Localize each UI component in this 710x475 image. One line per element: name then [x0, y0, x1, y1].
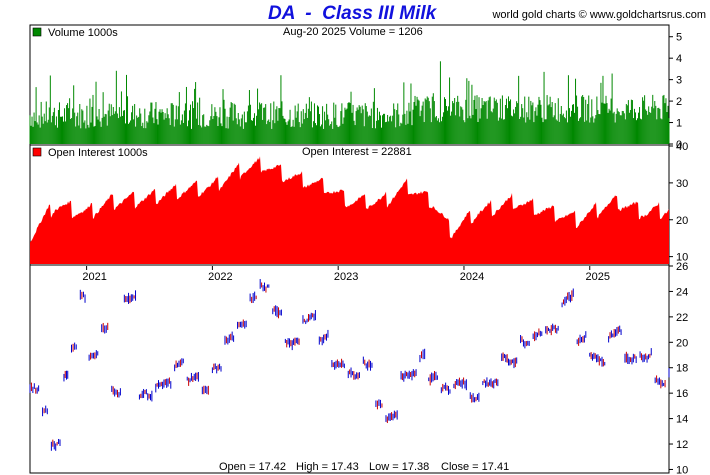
y-tick-label: 3 [676, 75, 682, 87]
y-tick-label: 40 [676, 141, 688, 153]
y-tick-label: 5 [676, 32, 682, 44]
open-interest-legend-swatch [32, 147, 42, 157]
y-tick-label: 20 [676, 215, 688, 227]
price-bars [29, 279, 670, 451]
y-tick-label: 10 [676, 464, 688, 475]
open-interest-info: Open Interest = 22881 [302, 146, 412, 158]
x-tick-label: 2023 [334, 271, 358, 283]
y-tick-label: 24 [676, 286, 688, 298]
x-tick-label: 2025 [586, 271, 610, 283]
ohlc-low: Low = 17.38 [369, 461, 429, 473]
ohlc-high: High = 17.43 [296, 461, 359, 473]
y-tick-label: 12 [676, 439, 688, 451]
y-tick-label: 30 [676, 178, 688, 190]
y-tick-label: 2 [676, 96, 682, 108]
y-tick-label: 10 [676, 252, 688, 264]
chart-title: DA - Class III Milk [268, 3, 437, 24]
open-interest-area [30, 156, 669, 264]
y-tick-label: 14 [676, 414, 688, 426]
x-tick-label: 2024 [460, 271, 484, 283]
source-credit: world gold charts © www.goldchartsrus.co… [492, 9, 706, 21]
y-tick-label: 16 [676, 388, 688, 400]
ohlc-open: Open = 17.42 [219, 461, 286, 473]
y-tick-label: 4 [676, 53, 682, 65]
y-tick-label: 1 [676, 118, 682, 130]
y-tick-label: 0 [676, 139, 682, 151]
y-tick-label: 22 [676, 312, 688, 324]
volume-legend-swatch [32, 27, 42, 37]
y-tick-label: 26 [676, 261, 688, 273]
ohlc-close: Close = 17.41 [441, 461, 509, 473]
y-tick-label: 18 [676, 363, 688, 375]
volume-info: Aug-20 2025 Volume = 1206 [283, 26, 423, 38]
volume-legend: Volume 1000s [48, 27, 118, 39]
open-interest-legend: Open Interest 1000s [48, 147, 148, 159]
x-tick-label: 2022 [208, 271, 232, 283]
y-tick-label: 20 [676, 337, 688, 349]
x-tick-label: 2021 [82, 271, 106, 283]
volume-bars [29, 61, 670, 144]
